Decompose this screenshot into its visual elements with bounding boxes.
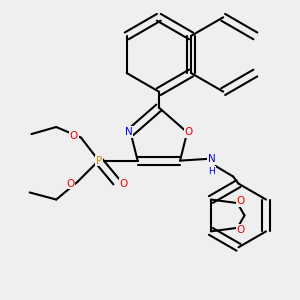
Text: O: O [185,127,193,137]
Text: O: O [66,178,74,189]
Text: H: H [208,167,215,176]
Text: N: N [125,127,133,137]
Text: O: O [70,131,78,141]
Text: O: O [237,196,245,206]
Text: N: N [208,154,216,164]
Text: P: P [96,156,102,166]
Text: O: O [237,225,245,235]
Text: O: O [119,178,128,189]
